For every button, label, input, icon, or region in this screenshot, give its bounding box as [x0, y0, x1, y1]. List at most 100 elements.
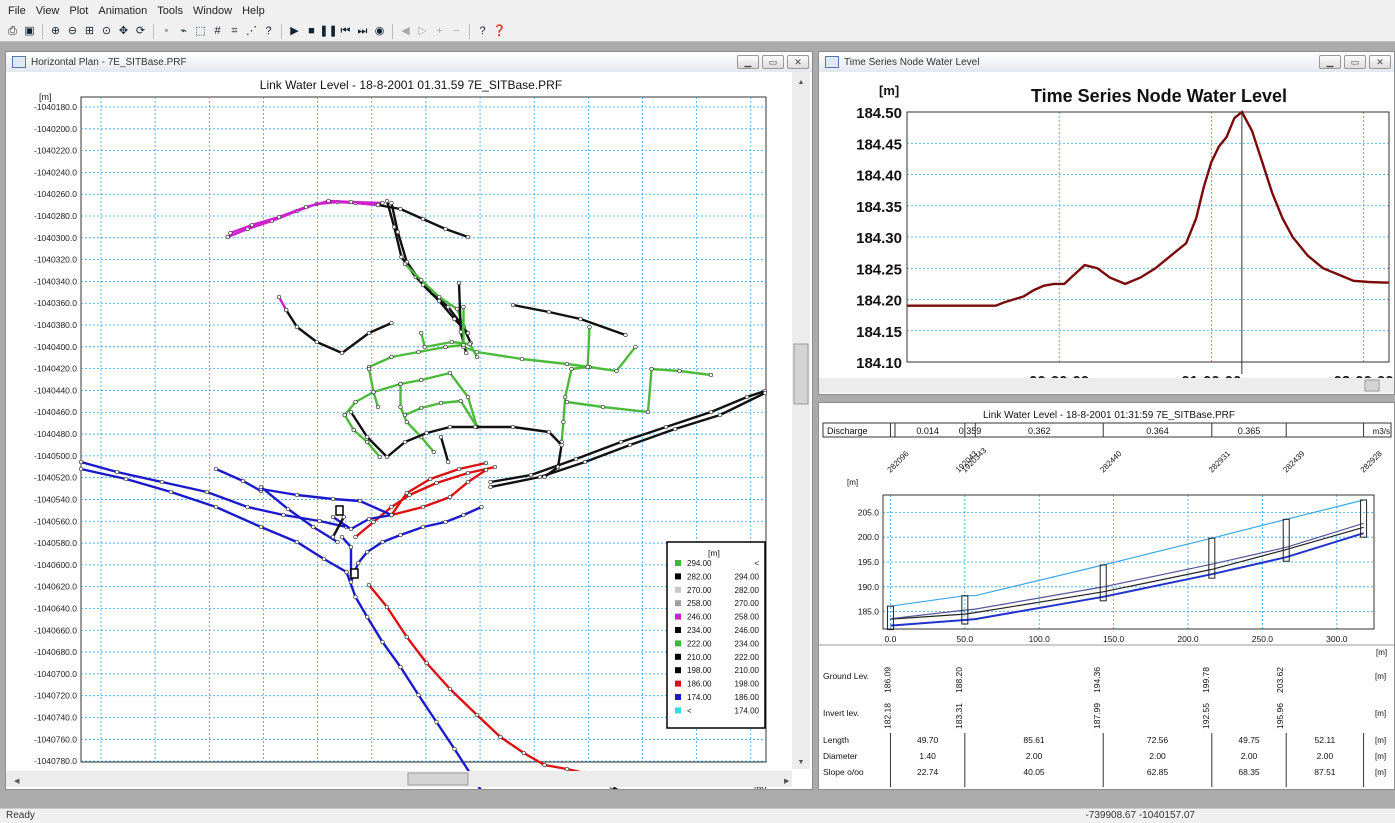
profile-canvas[interactable]: Link Water Level - 18-8-2001 01:31:59 7E… [819, 403, 1394, 789]
scrollbar-thumb[interactable] [407, 772, 469, 786]
zoom-out-icon[interactable]: ⊖ [67, 25, 78, 37]
manhole[interactable] [1099, 564, 1107, 602]
network-node[interactable] [330, 496, 336, 502]
manhole[interactable] [1208, 537, 1216, 579]
menu-view[interactable]: View [35, 5, 60, 17]
network-node[interactable] [398, 206, 403, 212]
network-node[interactable] [473, 424, 478, 430]
network-link[interactable] [277, 296, 288, 311]
ts-horizontal-scrollbar[interactable] [819, 378, 1394, 393]
network-node[interactable] [419, 377, 424, 383]
network-node[interactable] [371, 389, 376, 395]
network-node[interactable] [213, 504, 219, 510]
network-link[interactable] [490, 389, 766, 484]
network-link[interactable] [462, 307, 637, 373]
scrollbar-thumb[interactable] [793, 343, 809, 405]
network-node[interactable] [422, 344, 427, 350]
network-node[interactable] [348, 409, 354, 415]
network-node[interactable] [276, 214, 282, 220]
network-node[interactable] [384, 454, 390, 460]
network-node[interactable] [258, 524, 264, 530]
network-node[interactable] [492, 464, 498, 470]
network-node[interactable] [281, 512, 286, 518]
network-node[interactable] [159, 479, 165, 485]
minimize-button[interactable]: ▁ [737, 55, 759, 69]
network-node[interactable] [78, 459, 84, 465]
grid-icon[interactable]: # [214, 25, 221, 37]
network-node[interactable] [452, 316, 457, 322]
network-node[interactable] [419, 330, 424, 336]
network-node[interactable] [521, 750, 526, 756]
network-node[interactable] [389, 512, 394, 518]
network-node[interactable] [443, 519, 448, 525]
scrollbar-thumb[interactable] [1364, 379, 1380, 392]
network-node[interactable] [342, 412, 347, 418]
rewind-icon[interactable]: ⏮ [340, 25, 351, 37]
network-node[interactable] [585, 364, 590, 370]
network-node[interactable] [377, 454, 382, 460]
network-node[interactable] [420, 216, 426, 222]
network-node[interactable] [455, 306, 460, 312]
manhole[interactable] [1360, 499, 1368, 538]
network-node[interactable] [375, 404, 381, 410]
network-node[interactable] [366, 366, 372, 372]
network-link[interactable] [543, 466, 559, 478]
network-node[interactable] [407, 492, 412, 498]
scroll-left-icon[interactable]: ◀ [14, 778, 20, 785]
network-node[interactable] [424, 430, 429, 436]
minus-icon[interactable]: − [453, 25, 460, 37]
network-node[interactable] [339, 350, 345, 356]
menu-tools[interactable]: Tools [157, 5, 183, 17]
step-back-icon[interactable]: ◀ [401, 25, 410, 37]
network-node[interactable] [380, 200, 385, 206]
network-node[interactable] [762, 390, 768, 396]
network-node[interactable] [498, 734, 503, 740]
network-node[interactable] [564, 361, 570, 367]
network-node[interactable] [479, 504, 484, 510]
network-link[interactable] [345, 571, 496, 789]
network-node[interactable] [228, 230, 233, 236]
network-node[interactable] [402, 439, 408, 445]
network-node[interactable] [708, 372, 714, 378]
network-node[interactable] [398, 532, 403, 538]
refresh-icon[interactable]: ⟳ [135, 25, 146, 37]
network-node[interactable] [474, 712, 480, 718]
network-node[interactable] [438, 434, 444, 440]
network-node[interactable] [677, 368, 682, 374]
network-node[interactable] [510, 302, 516, 308]
network-node[interactable] [431, 449, 436, 455]
network-node[interactable] [578, 316, 583, 322]
pan-icon[interactable]: ✥ [118, 25, 129, 37]
plan-titlebar[interactable]: Horizontal Plan - 7E_SITBase.PRF ▁ ▭ ✕ [6, 52, 812, 73]
network-node[interactable] [474, 354, 480, 360]
profile-icon[interactable]: ⋰ [246, 25, 257, 37]
network-node[interactable] [419, 277, 424, 283]
network-node[interactable] [249, 222, 255, 228]
network-node[interactable] [314, 339, 319, 345]
network-node[interactable] [461, 512, 466, 518]
network-node[interactable] [446, 304, 451, 310]
network-node[interactable] [353, 534, 358, 540]
network-node[interactable] [375, 202, 381, 208]
network-node[interactable] [420, 504, 426, 510]
network-link[interactable] [439, 436, 450, 463]
chart-icon[interactable]: ⌗ [231, 25, 238, 37]
network-node[interactable] [464, 350, 469, 356]
network-node[interactable] [465, 479, 471, 485]
print-icon[interactable]: ⎙ [8, 25, 17, 37]
scroll-up-icon[interactable]: ▲ [798, 79, 805, 86]
manhole[interactable] [961, 595, 969, 625]
node-icon[interactable]: ◦ [164, 25, 169, 37]
network-node[interactable] [335, 539, 340, 545]
network-node[interactable] [618, 439, 624, 445]
network-node[interactable] [225, 234, 230, 240]
network-node[interactable] [456, 466, 462, 472]
network-link[interactable] [260, 486, 339, 544]
network-node[interactable] [399, 254, 404, 260]
network-node[interactable] [488, 484, 493, 490]
network-node[interactable] [398, 664, 403, 670]
network-node[interactable] [582, 459, 588, 465]
network-node[interactable] [204, 489, 210, 495]
network-node[interactable] [294, 492, 300, 498]
network-node[interactable] [447, 686, 453, 692]
